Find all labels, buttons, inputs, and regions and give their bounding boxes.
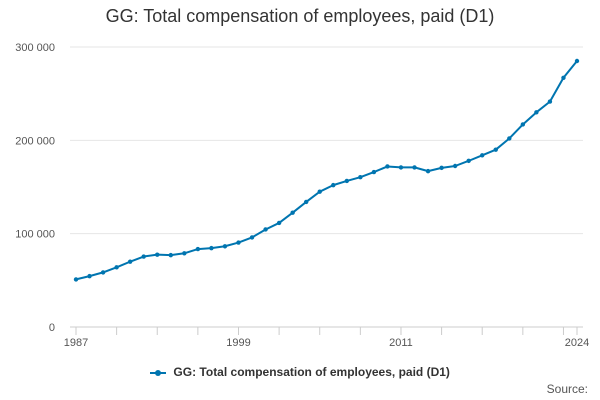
x-tick-label: 1999 (226, 337, 250, 349)
data-point[interactable] (425, 168, 431, 174)
y-tick-label: 200 000 (15, 135, 55, 147)
y-tick-label: 300 000 (15, 42, 55, 54)
data-point[interactable] (412, 165, 417, 170)
data-point[interactable] (114, 265, 119, 270)
data-point[interactable] (290, 210, 295, 215)
data-point[interactable] (371, 169, 377, 175)
data-point[interactable] (398, 165, 404, 170)
data-point[interactable] (100, 270, 106, 275)
y-tick-label: 100 000 (15, 229, 55, 241)
tick-label-layer: 0 100 000 200 000 300 000 1987 1999 2011 2024 (15, 42, 589, 349)
data-point[interactable] (452, 163, 458, 169)
data-point[interactable] (574, 58, 580, 64)
data-point[interactable] (263, 227, 268, 232)
data-point[interactable] (534, 110, 539, 115)
chart-title: GG: Total compensation of employees, pai… (105, 6, 495, 26)
legend-entry-label[interactable]: GG: Total compensation of employees, pai… (173, 365, 450, 379)
data-point[interactable] (303, 199, 309, 205)
data-point[interactable] (127, 259, 133, 264)
data-point[interactable] (168, 252, 173, 258)
data-point[interactable] (141, 254, 146, 259)
data-point[interactable] (276, 220, 282, 226)
data-point[interactable] (317, 189, 322, 194)
x-tick-label: 1987 (64, 337, 88, 349)
data-point[interactable] (561, 75, 566, 81)
axis-layer (70, 326, 583, 335)
data-point[interactable] (155, 252, 160, 257)
series-layer[interactable] (73, 58, 580, 282)
data-point[interactable] (507, 136, 512, 141)
data-point[interactable] (73, 277, 79, 282)
data-point[interactable] (87, 273, 92, 279)
data-point[interactable] (331, 182, 336, 188)
data-point[interactable] (249, 235, 255, 240)
data-point[interactable] (222, 244, 228, 249)
data-point[interactable] (209, 245, 214, 251)
data-point[interactable] (385, 164, 390, 169)
data-point[interactable] (182, 251, 187, 256)
data-point[interactable] (358, 175, 363, 180)
data-point[interactable] (236, 240, 241, 245)
data-point[interactable] (195, 246, 201, 252)
data-point[interactable] (344, 178, 350, 184)
legend-line-symbol-icon (150, 368, 167, 378)
legend[interactable]: GG: Total compensation of employees, pai… (0, 365, 600, 379)
data-point[interactable] (493, 147, 498, 152)
y-tick-label: 0 (49, 322, 55, 334)
data-point[interactable] (480, 153, 485, 158)
data-point[interactable] (520, 122, 526, 127)
source-label: Source: (546, 382, 588, 396)
data-point[interactable] (466, 158, 471, 164)
data-point[interactable] (439, 165, 444, 171)
data-point[interactable] (547, 99, 553, 104)
series-line[interactable] (75, 60, 578, 281)
x-tick-label: 2011 (389, 337, 413, 349)
x-tick-label: 2024 (565, 337, 589, 349)
grid-layer (70, 46, 583, 235)
